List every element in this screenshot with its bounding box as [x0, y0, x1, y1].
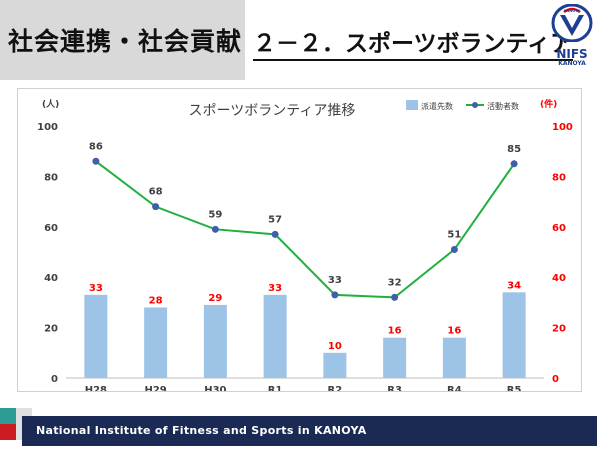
line-point: [271, 230, 279, 238]
y-left-tick-label: 40: [44, 273, 58, 284]
line-point: [331, 291, 339, 299]
y-left-unit: (人): [42, 98, 59, 110]
line-series: [95, 160, 515, 299]
bar-data-label: 33: [268, 283, 282, 294]
line-point: [450, 245, 458, 253]
y-right-tick-label: 100: [552, 122, 573, 133]
bar: [383, 337, 407, 378]
y-left-tick-label: 80: [44, 172, 58, 183]
y-left-tick-label: 60: [44, 223, 58, 234]
line-data-label: 85: [507, 144, 521, 155]
legend-line-marker: [472, 102, 478, 108]
bar-data-label: 33: [89, 283, 103, 294]
bar-data-label: 10: [328, 341, 342, 352]
nifs-emblem-icon: KANOYA: [551, 3, 593, 43]
footer-bar: National Institute of Fitness and Sports…: [22, 416, 597, 446]
y-right-tick-label: 20: [552, 324, 566, 335]
bar: [84, 294, 108, 378]
category-box: 社会連携・社会貢献: [0, 0, 245, 80]
y-left-tick-label: 0: [51, 374, 58, 385]
bar: [144, 307, 168, 378]
x-tick-label: H30: [204, 385, 226, 391]
bar-data-label: 28: [149, 295, 163, 306]
nifs-logo: KANOYA NIFS KANOYA: [550, 3, 594, 70]
line-data-label: 57: [268, 214, 282, 225]
volunteer-chart: スポーツボランティア推移 派遣先数 活動者数 (人) (件) 0 20 40 60 80…: [37, 98, 573, 396]
y-left-tick-label: 100: [37, 122, 58, 133]
logo-name: NIFS: [556, 47, 588, 61]
bar: [263, 294, 287, 378]
footer-text: National Institute of Fitness and Sports…: [36, 424, 367, 437]
bar: [502, 292, 526, 378]
line-data-label: 59: [208, 209, 222, 220]
bar: [203, 304, 227, 378]
x-tick-label: H29: [144, 385, 166, 391]
x-tick-label: R1: [268, 385, 283, 391]
logo-sub: KANOYA: [558, 60, 586, 67]
footer-square-red: [0, 424, 16, 440]
chart-frame: スポーツボランティア推移 派遣先数 活動者数 (人) (件) 0 20 40 60 80…: [17, 88, 582, 396]
bar: [442, 337, 466, 378]
bar-data-label: 34: [507, 280, 521, 291]
y-right-tick-label: 60: [552, 223, 566, 234]
legend-line-label: 活動者数: [487, 101, 519, 111]
x-tick-label: R3: [387, 385, 402, 391]
line-point: [152, 203, 160, 211]
line-data-label: 32: [388, 277, 402, 288]
footer-square-teal: [0, 408, 16, 424]
bar-data-label: 29: [208, 293, 222, 304]
chart-title: スポーツボランティア推移: [189, 103, 356, 119]
x-tick-label: R4: [447, 385, 462, 391]
x-tick-label: R5: [507, 385, 522, 391]
y-right-tick-label: 40: [552, 273, 566, 284]
category-label: 社会連携・社会貢献: [8, 27, 243, 56]
line-data-label: 33: [328, 275, 342, 286]
line-data-label: 51: [447, 229, 461, 240]
chart-legend: 派遣先数 活動者数: [406, 100, 519, 111]
line-point: [211, 225, 219, 233]
bar-data-label: 16: [388, 326, 402, 337]
plot-area: 0 20 40 60 80 100 0 20 40 60 80 100 33 28 29 33 10 16 16 34…: [37, 122, 573, 396]
legend-bar-swatch: [406, 100, 418, 110]
page-title: ２－２．スポーツボランティア: [253, 24, 574, 61]
y-left-tick-label: 20: [44, 324, 58, 335]
bar-data-label: 16: [447, 326, 461, 337]
line-point: [391, 293, 399, 301]
bar: [323, 352, 347, 378]
legend-bar-label: 派遣先数: [421, 101, 453, 111]
y-right-tick-label: 0: [552, 374, 559, 385]
line-data-label: 86: [89, 141, 103, 152]
emblem-text: KANOYA: [564, 9, 581, 13]
x-tick-label: R2: [328, 385, 343, 391]
line-data-label: 68: [149, 187, 163, 198]
x-tick-label: H28: [85, 385, 107, 391]
line-point: [92, 157, 100, 165]
y-right-tick-label: 80: [552, 172, 566, 183]
y-right-unit: (件): [540, 98, 557, 110]
line-point: [510, 160, 518, 168]
